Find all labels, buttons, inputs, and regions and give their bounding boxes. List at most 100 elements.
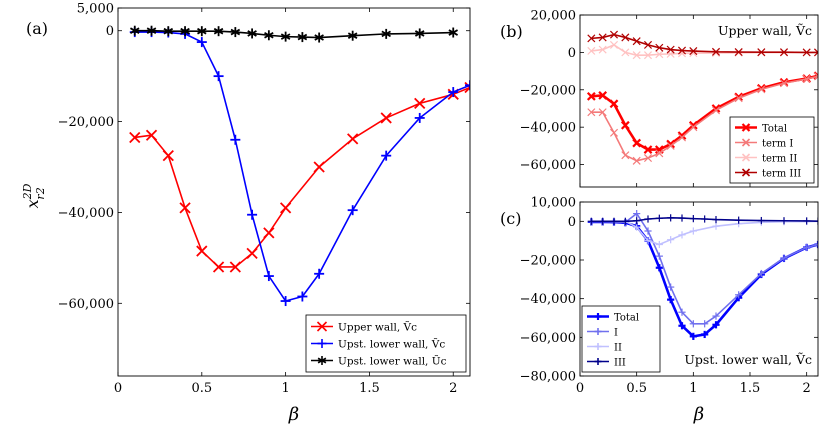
data-point (633, 210, 641, 218)
data-point (464, 81, 470, 94)
panel-label: (c) (500, 209, 521, 228)
data-point (701, 320, 709, 328)
legend-entry: term I (735, 138, 793, 149)
plot-frame (117, 7, 471, 377)
series-line-1 (591, 75, 818, 162)
data-point (347, 30, 358, 41)
data-point (757, 269, 765, 278)
data-point (814, 240, 818, 249)
data-point (599, 217, 607, 225)
data-point (643, 153, 653, 163)
x-tick-label: 2 (449, 381, 457, 396)
data-point (465, 80, 470, 91)
y-tick-label: −20,000 (520, 83, 576, 98)
y-tick-label: 0 (568, 215, 576, 230)
data-point (180, 26, 190, 37)
legend-marker (741, 123, 751, 132)
chart-panel-b: 20,000 0 −20,000 −40,000 −60,000 (b) Upper wal… (500, 9, 819, 188)
data-point (587, 34, 596, 43)
legend-label: term III (762, 168, 801, 179)
data-point (314, 32, 324, 43)
data-point (598, 45, 607, 54)
panel-annotation: Upst. lower wall, Ṽc (684, 352, 812, 367)
data-point (381, 150, 392, 161)
data-point (735, 216, 743, 224)
y-tick-label: 0 (106, 24, 114, 39)
legend-label: Total (614, 312, 639, 323)
legend-label: term II (762, 153, 797, 164)
data-point (162, 150, 174, 162)
data-point (802, 74, 811, 83)
y-tick-label: −20,000 (58, 115, 114, 130)
data-point (711, 106, 721, 115)
legend-marker (594, 343, 602, 350)
data-point (643, 145, 653, 154)
data-point (655, 149, 664, 158)
data-point (414, 97, 426, 110)
plot-frame (579, 201, 819, 377)
legend-label: term I (762, 138, 793, 149)
legend-marker (741, 153, 751, 162)
data-point (279, 202, 292, 214)
data-point (689, 123, 698, 132)
y-tick-label: −40,000 (520, 292, 576, 307)
data-point (247, 209, 258, 220)
series-line-3 (591, 33, 818, 54)
y-tick-label: 10,000 (531, 196, 577, 211)
data-point (598, 33, 607, 42)
data-point (129, 25, 140, 36)
y-tick-label: −20,000 (520, 254, 576, 269)
legend-entry: Upst. lower wall, Ṽc (311, 336, 445, 350)
data-point (655, 240, 663, 249)
legend-entry: Total (735, 123, 787, 134)
data-point (667, 214, 675, 222)
legend: Total term I term II term III (729, 116, 815, 184)
data-point (689, 332, 697, 340)
data-point (780, 217, 788, 225)
data-point (711, 47, 721, 56)
data-point (179, 202, 191, 214)
data-point (632, 51, 641, 60)
legend-entry: term III (735, 168, 801, 179)
data-point (689, 47, 698, 56)
data-point (677, 131, 687, 140)
series-group (129, 25, 470, 307)
legend-marker (316, 321, 328, 332)
data-point (632, 138, 642, 148)
legend-entry: term II (735, 153, 797, 164)
data-point (247, 28, 257, 39)
series-line-0 (591, 74, 818, 151)
x-axis-label: β (693, 404, 704, 425)
y-tick-label: −40,000 (58, 206, 114, 221)
legend-entry: Total (587, 312, 639, 323)
x-tick-label: 1 (689, 381, 697, 396)
data-point (734, 47, 743, 57)
legend: Upper wall, Ṽc Upst. lower wall, Ṽc Upst. … (305, 314, 467, 373)
panel-label: (b) (500, 22, 523, 41)
data-point (813, 48, 818, 57)
data-point (667, 296, 675, 304)
data-point (666, 45, 675, 54)
data-point (587, 46, 596, 55)
data-point (621, 48, 630, 57)
data-point (598, 108, 607, 117)
data-point (280, 31, 291, 42)
data-point (347, 205, 358, 216)
data-point (129, 131, 141, 144)
legend-label: II (614, 342, 622, 353)
data-point (644, 237, 652, 245)
x-axis-label: β (288, 404, 299, 425)
data-point (678, 322, 686, 330)
data-point (414, 28, 425, 39)
data-point (609, 128, 619, 137)
data-point (280, 296, 291, 307)
data-point (448, 27, 459, 38)
data-point (678, 308, 686, 316)
data-point (655, 264, 663, 272)
data-point (666, 141, 675, 150)
data-point (246, 247, 258, 259)
legend-label: III (614, 357, 626, 368)
data-point (655, 43, 664, 52)
y-tick-label: 0 (568, 46, 576, 61)
